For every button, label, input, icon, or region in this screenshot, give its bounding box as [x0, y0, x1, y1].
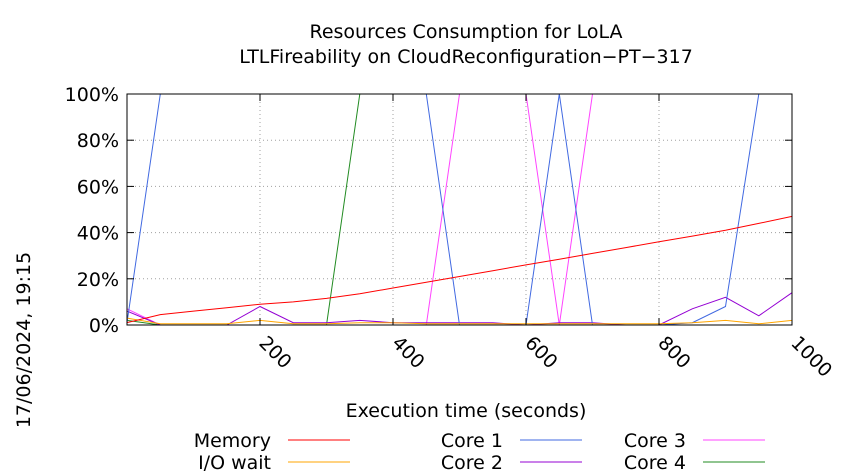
y-tick-label: 100% [65, 84, 119, 106]
x-tick-label: 400 [387, 332, 428, 373]
series-line-core-4 [126, 93, 792, 326]
x-tick-label: 200 [254, 332, 295, 373]
legend-label-core-1: Core 1 [441, 430, 503, 452]
legend-label-i-o-wait: I/O wait [198, 452, 271, 474]
legend-label-memory: Memory [194, 430, 271, 452]
y-tick-label: 60% [77, 176, 119, 198]
series-line-core-1 [126, 93, 792, 326]
x-axis-label: Execution time (seconds) [346, 400, 587, 422]
timestamp-label: 17/06/2024, 19:15 [13, 252, 35, 428]
chart-title-line-1: Resources Consumption for LoLA [309, 21, 622, 43]
legend-label-core-2: Core 2 [441, 452, 503, 474]
x-tick-label: 1000 [786, 332, 836, 382]
legend-label-core-4: Core 4 [624, 452, 686, 474]
legend-label-core-3: Core 3 [624, 430, 686, 452]
grid [127, 94, 792, 325]
series-line-i-o-wait [126, 317, 793, 325]
y-tick-label: 80% [77, 130, 119, 152]
plot-frame [126, 93, 793, 326]
y-tick-label: 40% [77, 223, 119, 245]
series-line-memory [126, 215, 793, 324]
series-line-core-2 [126, 292, 793, 326]
x-tick-label: 800 [653, 332, 694, 373]
x-tick-label: 600 [520, 332, 561, 373]
y-tick-label: 20% [77, 269, 119, 291]
y-tick-label: 0% [89, 315, 119, 337]
series-line-core-3 [126, 93, 792, 326]
axis-ticks: 0% 20% 40% 60% 80% 100% 200 400 600 800 1000 [65, 84, 837, 382]
chart-title-line-2: LTLFireability on CloudReconfiguration−P… [239, 46, 693, 68]
series-lines [126, 93, 793, 326]
